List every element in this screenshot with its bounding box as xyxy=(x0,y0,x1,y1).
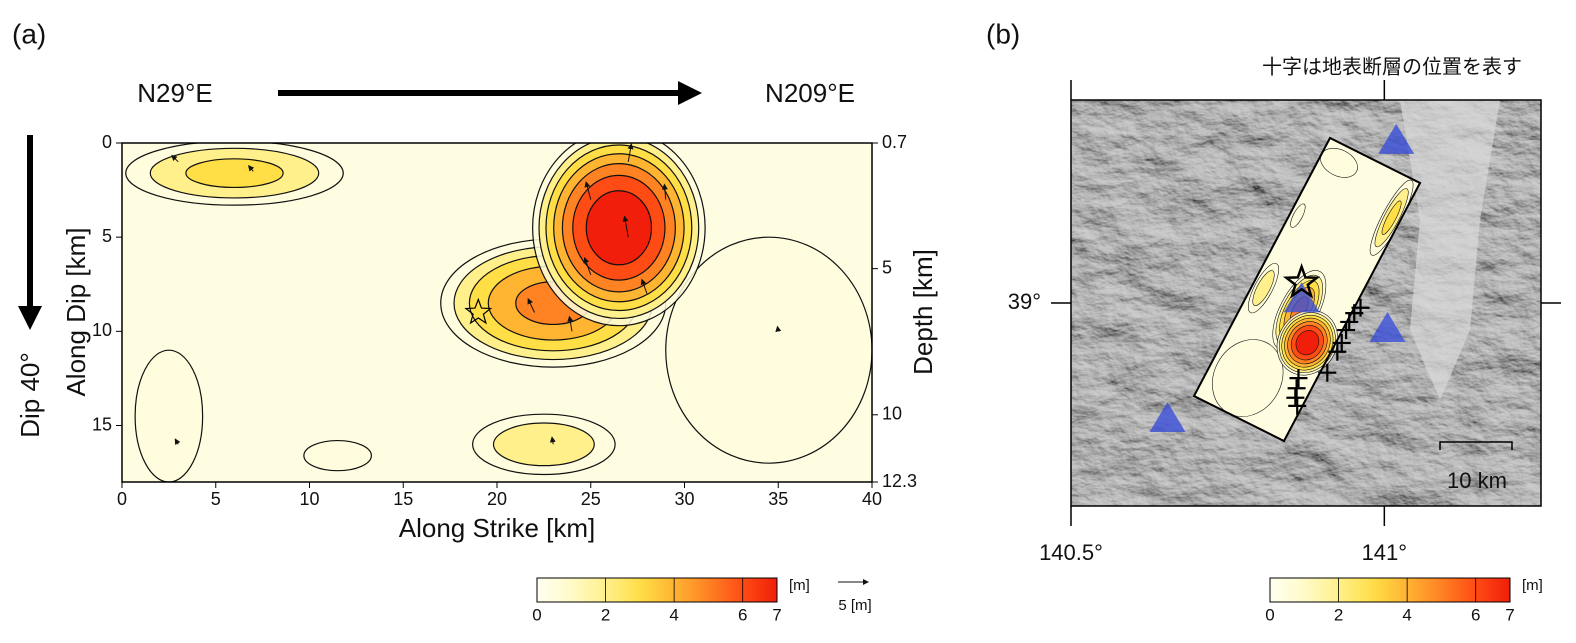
epicenter xyxy=(1282,262,1321,299)
scale-bar xyxy=(1439,441,1513,450)
y2-tick-label: 12.3 xyxy=(882,471,917,491)
surface-fault xyxy=(1286,388,1305,407)
slip-vector xyxy=(584,181,592,200)
x-tick-label: 25 xyxy=(581,489,601,509)
y-tick-label: 5 xyxy=(102,226,112,246)
surface-fault xyxy=(1328,342,1347,361)
slip-contour xyxy=(586,191,651,265)
surface-fault xyxy=(1318,363,1337,382)
colorbar-label: 2 xyxy=(601,605,610,624)
colorbar-label: 7 xyxy=(772,605,781,624)
slip-contour xyxy=(1249,268,1279,308)
panel-label: (a) xyxy=(12,18,46,49)
strike-label: N29°E xyxy=(137,78,212,108)
slip-vector xyxy=(174,438,181,445)
slip-vector xyxy=(171,154,179,163)
x-tick-label: 30 xyxy=(674,489,694,509)
lowland xyxy=(1400,100,1500,400)
slip-vector xyxy=(622,215,629,238)
surface-fault xyxy=(1337,321,1356,340)
colorbar-label: 4 xyxy=(669,605,678,624)
slip-contour xyxy=(1288,202,1308,229)
x-tick-label: 40 xyxy=(862,489,882,509)
panel-b: (b) 十字は地表断層の位置を表す 10 km 140.5° 141° 39° 0 2 4 6 7 [… xyxy=(986,18,1561,624)
station xyxy=(1369,312,1406,343)
surface-fault xyxy=(1332,333,1351,352)
colorbar-label: 2 xyxy=(1334,605,1343,624)
surface-fault xyxy=(1289,369,1308,388)
x-tick-label: 15 xyxy=(393,489,413,509)
y-tick-label: 15 xyxy=(92,414,112,434)
scale-label: 10 km xyxy=(1447,468,1507,493)
slip-vector xyxy=(583,256,592,276)
y2-axis-title: Depth [km] xyxy=(908,249,938,375)
slip-contour xyxy=(304,441,372,471)
x-tick-label: 0 xyxy=(117,489,127,509)
fault-outline xyxy=(1194,138,1420,441)
colorbar-unit: [m] xyxy=(1522,577,1543,594)
colorbar-label: 0 xyxy=(532,605,541,624)
slip-vector xyxy=(527,297,535,313)
x-tick-label: 10 xyxy=(299,489,319,509)
x-tick-label: 5 xyxy=(211,489,221,509)
station xyxy=(1149,402,1186,433)
y-tick-label: 10 xyxy=(92,320,112,340)
colorbar xyxy=(536,577,778,603)
colorbar-unit: [m] xyxy=(789,577,810,594)
slip-vector xyxy=(640,278,648,294)
station xyxy=(1378,123,1415,154)
colorbar-label: 6 xyxy=(738,605,747,624)
slip-contour xyxy=(493,423,594,466)
slip-contour xyxy=(1292,327,1323,359)
x-axis-title: Along Strike [km] xyxy=(399,513,596,543)
colorbar-label: 7 xyxy=(1505,605,1514,624)
surface-fault xyxy=(1340,312,1359,331)
colorbar-label: 4 xyxy=(1402,605,1411,624)
slip-vector xyxy=(567,315,574,332)
slip-vector xyxy=(247,164,255,172)
slip-vector xyxy=(775,325,782,333)
y2-tick-label: 0.7 xyxy=(882,132,907,152)
station xyxy=(1283,282,1320,313)
x-tick-label: 20 xyxy=(487,489,507,509)
map-note: 十字は地表断層の位置を表す xyxy=(1262,55,1522,78)
slip-vector xyxy=(661,183,668,200)
x-tick-label: 35 xyxy=(768,489,788,509)
slip-vector xyxy=(549,436,556,445)
y2-tick-label: 5 xyxy=(882,257,892,277)
plot-area xyxy=(122,143,872,482)
y-tick-label: 39° xyxy=(1008,289,1041,314)
slip-vector xyxy=(627,143,634,162)
map-area: 10 km xyxy=(1071,100,1541,506)
slip-contour xyxy=(666,237,872,463)
x-tick-label: 141° xyxy=(1362,540,1408,565)
panel-label: (b) xyxy=(986,18,1020,49)
colorbar-label: 6 xyxy=(1471,605,1480,624)
arrow-scale-label: 5 [m] xyxy=(838,597,871,614)
y-tick-label: 0 xyxy=(102,132,112,152)
colorbar-label: 0 xyxy=(1265,605,1274,624)
dip-label: Dip 40° xyxy=(15,352,45,438)
hypocenter xyxy=(464,297,493,325)
y-axis-title: Along Dip [km] xyxy=(61,227,91,396)
slip-contour xyxy=(135,350,203,482)
slip-contour xyxy=(186,159,283,188)
surface-fault xyxy=(1287,379,1306,398)
x-tick-label: 140.5° xyxy=(1039,540,1103,565)
surface-fault xyxy=(1288,396,1307,415)
y2-tick-label: 10 xyxy=(882,404,902,424)
fault-plane xyxy=(1194,138,1424,443)
slip-contour xyxy=(1379,199,1404,236)
panel-a: (a) N29°E N209°E Dip 40° Along Dip [km] Depth… xyxy=(12,18,938,624)
colorbar xyxy=(1269,577,1511,603)
strike-label: N209°E xyxy=(765,78,855,108)
